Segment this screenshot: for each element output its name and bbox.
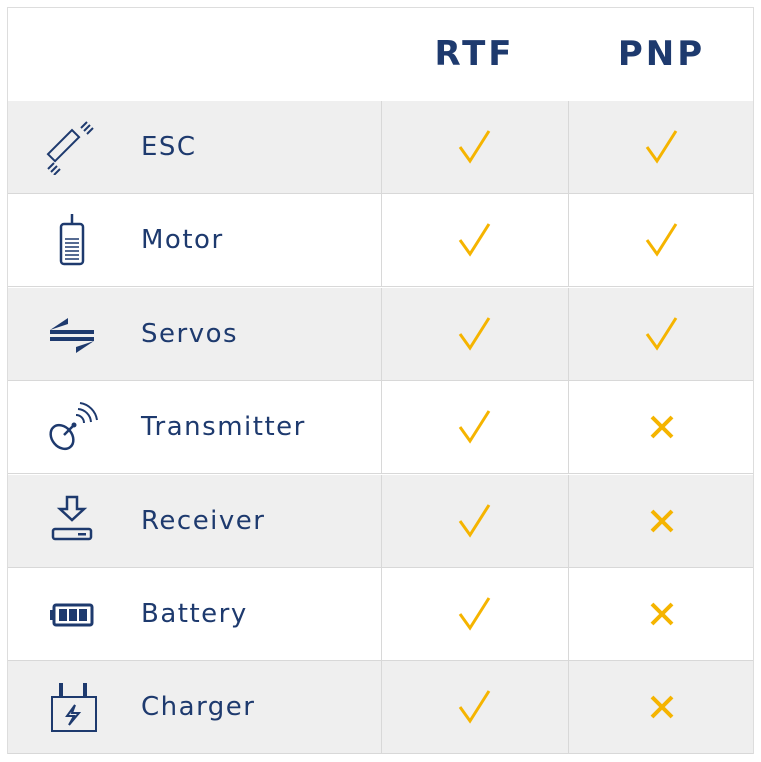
pnp-cell bbox=[568, 568, 755, 660]
feature-cell: Receiver bbox=[8, 474, 382, 567]
pnp-cell bbox=[568, 475, 755, 567]
feature-cell: ESC bbox=[8, 101, 382, 193]
cross-icon bbox=[568, 381, 755, 473]
pnp-cell bbox=[568, 661, 755, 753]
feature-label: Receiver bbox=[141, 505, 266, 536]
table-row: Motor bbox=[8, 194, 755, 288]
feature-label: Servos bbox=[141, 318, 239, 349]
charger-icon bbox=[51, 683, 97, 733]
servos-icon bbox=[50, 317, 94, 353]
rtf-cell bbox=[381, 381, 569, 474]
pnp-cell bbox=[568, 288, 755, 380]
table-row: Servos bbox=[8, 287, 755, 381]
table-header: RTF PNP bbox=[8, 8, 753, 102]
feature-cell: Battery bbox=[8, 568, 382, 660]
check-icon bbox=[568, 194, 755, 286]
cross-icon bbox=[568, 661, 755, 753]
motor-icon bbox=[59, 214, 85, 266]
check-icon bbox=[381, 288, 568, 380]
check-icon bbox=[381, 568, 568, 660]
check-icon bbox=[568, 288, 755, 380]
header-rtf: RTF bbox=[434, 34, 515, 74]
check-icon bbox=[381, 381, 568, 473]
feature-label: ESC bbox=[141, 132, 197, 162]
rtf-cell bbox=[381, 287, 569, 380]
check-icon bbox=[381, 661, 568, 753]
check-icon bbox=[568, 101, 755, 193]
rtf-cell bbox=[381, 194, 569, 287]
table-row: Transmitter bbox=[8, 381, 755, 475]
rtf-cell bbox=[381, 568, 569, 660]
feature-cell: Charger bbox=[8, 661, 382, 754]
receiver-icon bbox=[51, 495, 93, 540]
check-icon bbox=[381, 101, 568, 193]
table-row: Receiver bbox=[8, 474, 755, 568]
transmitter-icon bbox=[49, 402, 98, 451]
rtf-cell bbox=[381, 474, 569, 567]
battery-icon bbox=[50, 603, 94, 627]
esc-icon bbox=[46, 121, 94, 175]
cross-icon bbox=[568, 475, 755, 567]
check-icon bbox=[381, 194, 568, 286]
feature-cell: Transmitter bbox=[8, 381, 382, 474]
table-row: Battery bbox=[8, 568, 753, 661]
cross-icon bbox=[568, 568, 755, 660]
feature-label: Motor bbox=[141, 225, 224, 256]
rtf-cell bbox=[381, 661, 569, 754]
table-row: ESC bbox=[8, 101, 753, 194]
rtf-cell bbox=[381, 101, 569, 193]
feature-cell: Motor bbox=[8, 194, 382, 287]
feature-label: Transmitter bbox=[141, 412, 306, 443]
comparison-table: RTF PNP ESC Motor Servos Transmitter Rec… bbox=[7, 7, 755, 755]
feature-label: Charger bbox=[141, 692, 256, 723]
feature-cell: Servos bbox=[8, 287, 382, 380]
pnp-cell bbox=[568, 194, 755, 286]
pnp-cell bbox=[568, 101, 755, 193]
feature-label: Battery bbox=[141, 599, 248, 629]
pnp-cell bbox=[568, 381, 755, 473]
header-pnp: PNP bbox=[617, 34, 706, 74]
check-icon bbox=[381, 475, 568, 567]
table-row: Charger bbox=[8, 661, 755, 755]
